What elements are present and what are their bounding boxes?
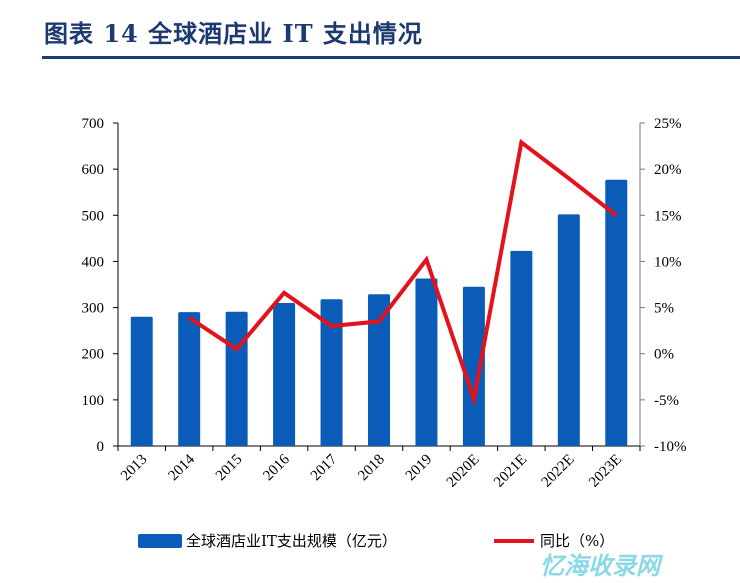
right-tick-label: 0% bbox=[654, 347, 674, 363]
left-tick-label: 300 bbox=[82, 301, 105, 317]
bar-2014 bbox=[178, 312, 201, 446]
right-tick-label: -10% bbox=[654, 439, 687, 455]
left-tick-label: 0 bbox=[97, 439, 105, 455]
left-tick-label: 600 bbox=[82, 162, 105, 178]
right-tick-label: 15% bbox=[654, 208, 682, 224]
bar-2017 bbox=[320, 299, 343, 446]
left-tick-label: 100 bbox=[82, 393, 105, 409]
x-tick-label: 2015 bbox=[213, 452, 246, 485]
legend-item-bar: 全球酒店业IT支出规模（亿元） bbox=[138, 530, 397, 551]
bar-2022E bbox=[557, 214, 580, 446]
bar-2021E bbox=[510, 250, 533, 446]
yoy-line bbox=[188, 138, 618, 407]
x-tick-label: 2016 bbox=[260, 451, 293, 484]
legend-swatch-line bbox=[494, 538, 534, 543]
right-tick-label: 20% bbox=[654, 162, 682, 178]
bar-2019 bbox=[415, 278, 438, 446]
left-tick-label: 500 bbox=[82, 208, 105, 224]
right-tick-label: 5% bbox=[654, 301, 674, 317]
chart-title: 图表 14 全球酒店业 IT 支出情况 bbox=[44, 19, 423, 48]
x-tick-label: 2018 bbox=[355, 452, 388, 485]
legend-item-line: 同比（%） bbox=[494, 530, 614, 551]
bar-2015 bbox=[225, 311, 248, 446]
bar-2013 bbox=[130, 316, 153, 446]
x-tick-label: 2014 bbox=[165, 451, 198, 484]
x-tick-label: 2013 bbox=[118, 452, 151, 485]
left-tick-label: 700 bbox=[82, 116, 105, 132]
right-tick-label: 10% bbox=[654, 254, 682, 270]
left-tick-label: 200 bbox=[82, 347, 105, 363]
bar-2020E bbox=[462, 286, 485, 446]
bar-2023E bbox=[605, 179, 628, 446]
x-tick-label: 2023E bbox=[586, 452, 625, 491]
x-tick-label: 2022E bbox=[539, 452, 578, 491]
legend-label-line: 同比（%） bbox=[540, 532, 615, 550]
x-tick-label: 2020E bbox=[444, 452, 483, 491]
legend-label-bar: 全球酒店业IT支出规模（亿元） bbox=[186, 532, 397, 550]
right-tick-label: -5% bbox=[654, 393, 679, 409]
right-tick-label: 25% bbox=[654, 116, 682, 132]
title-divider bbox=[42, 56, 740, 59]
x-tick-label: 2017 bbox=[308, 451, 341, 484]
x-tick-label: 2019 bbox=[403, 452, 436, 485]
bar-2018 bbox=[368, 294, 390, 446]
legend-swatch-bar bbox=[138, 533, 182, 548]
left-tick-label: 400 bbox=[82, 254, 105, 270]
watermark: 忆海收录网 bbox=[540, 552, 660, 580]
bar-2016 bbox=[273, 302, 296, 446]
x-tick-label: 2021E bbox=[491, 452, 530, 491]
